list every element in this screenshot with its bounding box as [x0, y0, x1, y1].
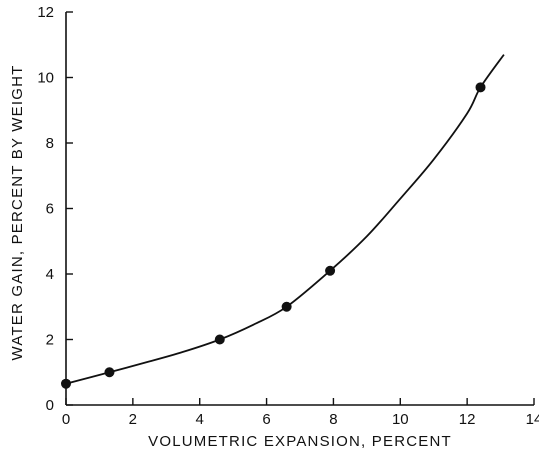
data-point [104, 367, 115, 378]
x-tick-label: 12 [459, 411, 476, 428]
data-points [61, 82, 486, 389]
y-axis-label: WATER GAIN, PERCENT BY WEIGHT [9, 65, 26, 361]
x-axis-label: VOLUMETRIC EXPANSION, PERCENT [148, 433, 452, 450]
x-tick-label: 10 [392, 411, 409, 428]
ticks: 0 2 4 6 8 10 12 14 0 2 4 6 8 10 12 [37, 4, 539, 428]
y-tick-label: 0 [46, 397, 54, 414]
data-point [281, 301, 292, 312]
x-tick-label: 2 [129, 411, 137, 428]
data-point [61, 378, 71, 389]
x-tick-label: 14 [526, 411, 539, 428]
y-tick-label: 12 [37, 4, 54, 21]
y-tick-label: 10 [37, 70, 54, 87]
x-tick-label: 6 [262, 411, 270, 428]
x-tick-label: 0 [62, 411, 70, 428]
data-point [475, 82, 486, 93]
x-tick-label: 4 [196, 411, 204, 428]
y-tick-label: 2 [46, 332, 54, 349]
y-tick-label: 4 [46, 266, 54, 283]
fitted-curve [65, 54, 505, 385]
y-tick-label: 6 [46, 201, 54, 218]
axes [65, 12, 534, 406]
data-point [214, 334, 225, 345]
data-point [325, 265, 336, 276]
y-tick-label: 8 [46, 135, 54, 152]
x-tick-label: 8 [329, 411, 337, 428]
